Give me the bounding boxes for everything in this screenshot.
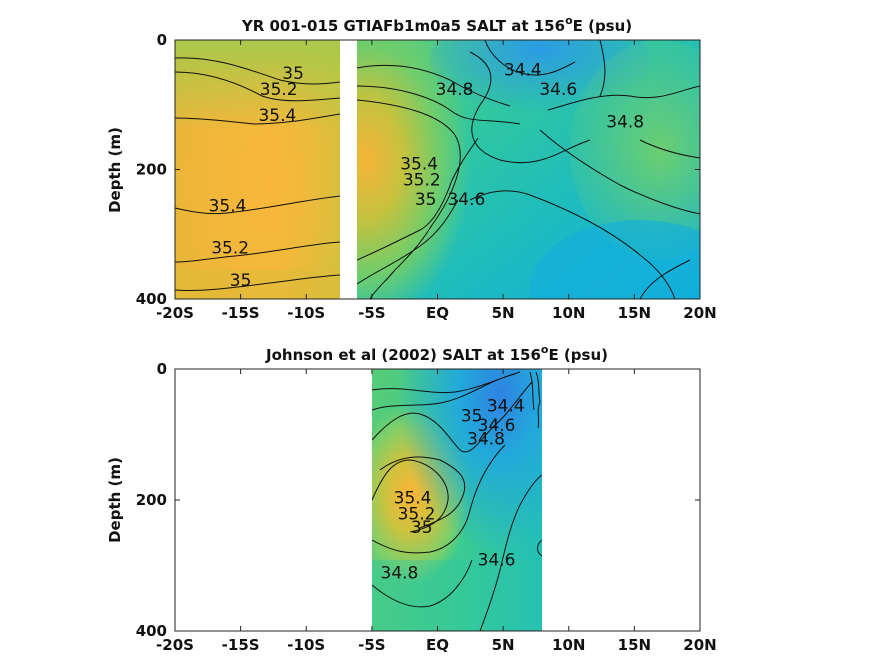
top-y-tick-label: 400: [136, 290, 167, 308]
top-contour-label: 34.8: [606, 112, 644, 132]
top-x-tick-label: -10S: [287, 304, 325, 322]
top-contour-label: 34.4: [504, 61, 542, 81]
bottom-contour-label: 34.4: [487, 397, 525, 417]
top-y-tick-label: 0: [157, 31, 167, 49]
bottom-x-tick-label: EQ: [426, 636, 449, 654]
top-x-tick-label: 10N: [552, 304, 585, 322]
bottom-y-tick-label: 200: [136, 491, 167, 509]
bottom-x-tick-label: -10S: [287, 636, 325, 654]
top-salinity-field-north: [357, 40, 700, 299]
top-x-tick-label: -5S: [358, 304, 385, 322]
top-x-tick-label: 5N: [492, 304, 515, 322]
bottom-x-tick-label: 15N: [618, 636, 651, 654]
top-x-tick-label: 15N: [618, 304, 651, 322]
bottom-contour-label: 34.8: [467, 429, 505, 449]
top-contour-label: 35.2: [260, 80, 298, 100]
bottom-salinity-field: [372, 369, 542, 631]
bottom-contour-label: 34.6: [478, 416, 516, 436]
bottom-contour-label: 35.2: [398, 505, 436, 525]
top-contour-label: 35: [415, 190, 437, 210]
top-data-gap: [340, 40, 357, 299]
top-title-superscript: o: [565, 14, 573, 27]
bottom-x-tick-label: 10N: [552, 636, 585, 654]
top-x-tick-label: -15S: [222, 304, 260, 322]
bottom-panel: -20S -15S -10S -5S EQ 5N 10N 15N 20N 0 200 400 34.4…: [106, 343, 717, 654]
bottom-x-tick-label: -15S: [222, 636, 260, 654]
top-contour-label: 35.2: [403, 171, 441, 191]
top-contour-label: 35.4: [400, 155, 438, 175]
top-title: YR 001-015 GTIAFb1m0a5 SALT at 156oE (ps…: [241, 14, 632, 35]
bottom-x-tick-label: -5S: [358, 636, 385, 654]
bottom-contour-label: 34.8: [381, 564, 419, 584]
top-contour-label: 34.6: [447, 190, 485, 210]
bottom-y-tick-label: 0: [157, 360, 167, 378]
bottom-contour-label: 35: [411, 518, 433, 538]
top-contour-label: 35: [282, 64, 304, 84]
bottom-x-tick-label: 20N: [683, 636, 716, 654]
top-contour-label: 35: [230, 271, 252, 291]
top-contour-label: 35.4: [209, 197, 247, 217]
top-ylabel: Depth (m): [106, 127, 124, 213]
bottom-y-tick-label: 400: [136, 622, 167, 640]
top-x-tick-label: -20S: [156, 304, 194, 322]
bottom-contour-label: 34.6: [478, 551, 516, 571]
bottom-contour-label: 35.4: [394, 488, 432, 508]
bottom-title: Johnson et al (2002) SALT at 156oE (psu): [265, 343, 608, 364]
top-salinity-field-south: [175, 40, 340, 299]
top-x-tick-label: EQ: [426, 304, 449, 322]
top-contour-label: 34.8: [436, 80, 474, 100]
top-x-tick-label: 20N: [683, 304, 716, 322]
top-contour-label: 35.4: [258, 106, 296, 126]
bottom-x-tick-label: 5N: [492, 636, 515, 654]
top-y-tick-label: 200: [136, 161, 167, 179]
top-contour-label: 35.2: [211, 239, 249, 259]
bottom-title-superscript: o: [541, 343, 549, 356]
bottom-x-tick-label: -20S: [156, 636, 194, 654]
bottom-contour-label: 35: [461, 406, 483, 426]
bottom-ylabel: Depth (m): [106, 457, 124, 543]
top-contour-label: 34.6: [539, 80, 577, 100]
